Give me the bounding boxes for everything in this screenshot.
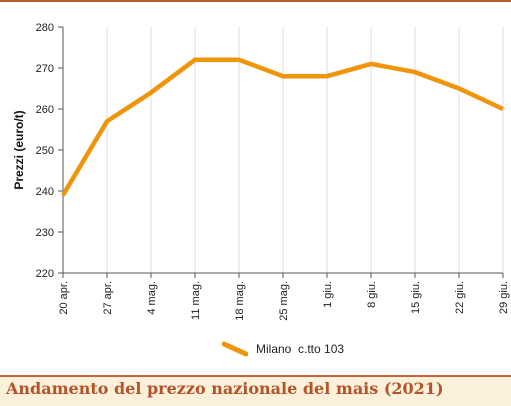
y-tick-label: 250	[36, 145, 54, 157]
line-chart: 220 230 240 250 260 270 280 20 apr. 27 apr. 4 ma…	[12, 22, 510, 321]
y-tick-label: 280	[36, 22, 54, 34]
figure-caption: Andamento del prezzo nazionale del mais …	[6, 379, 444, 398]
x-tick-label: 29 giu.	[498, 281, 510, 314]
vertical-gridlines	[106, 27, 504, 273]
x-tick-label: 27 apr.	[102, 281, 114, 315]
x-axis-ticks: 20 apr. 27 apr. 4 mag. 11 mag. 18 mag. 25 mag…	[58, 273, 510, 321]
x-tick-label: 25 mag.	[278, 281, 290, 321]
y-axis-ticks: 220 230 240 250 260 270 280	[36, 22, 63, 280]
figure-caption-bar: Andamento del prezzo nazionale del mais …	[0, 375, 511, 406]
x-tick-label: 1 giu.	[322, 281, 334, 308]
y-tick-label: 270	[36, 63, 54, 75]
x-tick-label: 11 mag.	[190, 281, 202, 320]
x-tick-label: 4 mag.	[146, 281, 158, 315]
x-tick-label: 22 giu.	[454, 281, 466, 314]
y-tick-label: 220	[36, 268, 54, 280]
y-axis-title: Prezzi (euro/t)	[12, 110, 26, 189]
x-tick-label: 18 mag.	[234, 281, 246, 321]
legend: Milano c.tto 103	[222, 339, 344, 359]
x-tick-label: 20 apr.	[58, 281, 70, 315]
axes	[58, 27, 503, 277]
legend-swatch	[222, 341, 248, 357]
x-tick-label: 15 giu.	[410, 281, 422, 314]
y-tick-label: 260	[36, 104, 54, 116]
series-layer	[61, 57, 504, 197]
legend-label: Milano c.tto 103	[256, 342, 345, 356]
x-tick-label: 8 giu.	[366, 281, 378, 308]
y-tick-label: 240	[36, 186, 54, 198]
y-tick-label: 230	[36, 227, 54, 239]
top-rule	[0, 0, 511, 2]
